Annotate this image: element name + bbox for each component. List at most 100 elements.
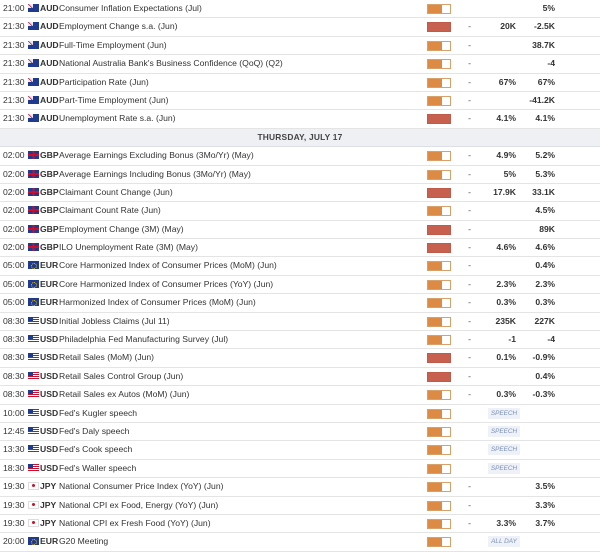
previous-value: -0.9% xyxy=(532,352,555,363)
currency-code: AUD xyxy=(40,76,59,87)
event-name[interactable]: Consumer Inflation Expectations (Jul) xyxy=(59,3,202,13)
event-row[interactable]: 08:30 USD Retail Sales Control Group (Jun)… xyxy=(0,368,600,387)
event-row[interactable]: 05:00 EUR Harmonized Index of Consumer Pri… xyxy=(0,294,600,313)
event-name[interactable]: Core Harmonized Index of Consumer Prices… xyxy=(59,278,274,289)
event-name[interactable]: G20 Meeting xyxy=(59,536,109,547)
previous-value: 3.5% xyxy=(535,481,555,492)
event-name[interactable]: Retail Sales Control Group (Jun) xyxy=(59,370,184,381)
impact-medium-icon xyxy=(427,316,451,327)
event-name[interactable]: Part-Time Employment (Jun) xyxy=(59,94,169,105)
us-flag-icon xyxy=(28,426,39,435)
event-name[interactable]: Fed's Kugler speech xyxy=(59,407,138,418)
event-row[interactable]: 08:30 USD Initial Jobless Claims (Jul 11) -… xyxy=(0,313,600,332)
impact-medium-icon xyxy=(427,261,451,272)
event-row[interactable]: 02:00 GBP Average Earnings Excluding Bonus… xyxy=(0,147,600,166)
actual-value: - xyxy=(468,186,471,197)
currency-code: AUD xyxy=(40,21,59,32)
previous-value: 2.3% xyxy=(535,278,555,289)
event-name[interactable]: Claimant Count Change (Jun) xyxy=(59,186,173,197)
currency-code: USD xyxy=(40,407,59,418)
impact-bar-fill xyxy=(428,152,442,161)
impact-bar-fill xyxy=(428,207,442,216)
forecast-value: 4.6% xyxy=(496,242,516,253)
currency-code: AUD xyxy=(40,113,59,124)
event-row[interactable]: 05:00 EUR Core Harmonized Index of Consume… xyxy=(0,276,600,295)
event-row[interactable]: 02:00 GBP ILO Unemployment Rate (3M) (May)… xyxy=(0,239,600,258)
japan-flag-icon xyxy=(28,500,39,509)
event-row[interactable]: 02:00 GBP Employment Change (3M) (May) - 89K xyxy=(0,221,600,240)
currency-code: USD xyxy=(40,425,59,436)
event-row[interactable]: 21:00 AUD Consumer Inflation Expectations … xyxy=(0,0,600,19)
event-name[interactable]: Fed's Daly speech xyxy=(59,425,130,436)
event-name[interactable]: Retail Sales ex Autos (MoM) (Jun) xyxy=(59,389,190,400)
event-row[interactable]: 21:30 AUD National Australia Bank's Busine… xyxy=(0,55,600,74)
event-name[interactable]: National CPI ex Fresh Food (YoY) (Jun) xyxy=(59,517,211,528)
event-name[interactable]: Harmonized Index of Consumer Prices (MoM… xyxy=(59,297,256,308)
event-time: 21:30 xyxy=(3,113,25,124)
event-time: 18:30 xyxy=(3,462,25,473)
event-name[interactable]: Participation Rate (Jun) xyxy=(59,76,149,87)
event-time: 21:00 xyxy=(3,3,25,13)
event-row[interactable]: 19:30 JPY National CPI ex Food, Energy (Yo… xyxy=(0,497,600,515)
event-name[interactable]: Fed's Waller speech xyxy=(59,462,137,473)
event-row[interactable]: 21:30 AUD Employment Change s.a. (Jun) - 20K… xyxy=(0,18,600,37)
impact-bar-fill xyxy=(428,60,442,69)
event-name[interactable]: National CPI ex Food, Energy (YoY) (Jun) xyxy=(59,499,219,510)
impact-bar-fill xyxy=(428,409,442,418)
actual-value: - xyxy=(468,205,471,216)
event-row[interactable]: 10:00 USD Fed's Kugler speech SPEECH xyxy=(0,405,600,423)
actual-value: - xyxy=(468,21,471,32)
event-row[interactable]: 21:30 AUD Part-Time Employment (Jun) - -41.2… xyxy=(0,92,600,111)
event-tag: SPEECH xyxy=(485,423,523,440)
event-row[interactable]: 19:30 JPY National Consumer Price Index (Y… xyxy=(0,478,600,497)
event-row[interactable]: 02:00 GBP Claimant Count Change (Jun) - 17.9… xyxy=(0,184,600,203)
event-row[interactable]: 08:30 USD Retail Sales (MoM) (Jun) - 0.1% -0.… xyxy=(0,349,600,368)
impact-bar-fill xyxy=(428,501,442,510)
event-row[interactable]: 21:30 AUD Participation Rate (Jun) - 67% 67% xyxy=(0,74,600,92)
event-name[interactable]: Claimant Count Rate (Jun) xyxy=(59,205,161,216)
actual-value: - xyxy=(468,297,471,308)
event-time: 13:30 xyxy=(3,444,25,455)
event-name[interactable]: ILO Unemployment Rate (3M) (May) xyxy=(59,242,198,253)
event-time: 21:30 xyxy=(3,39,25,50)
event-name[interactable]: Average Earnings Including Bonus (3Mo/Yr… xyxy=(59,168,251,179)
actual-value: - xyxy=(468,352,471,363)
event-row[interactable]: 20:00 EUR G20 Meeting ALL DAY xyxy=(0,533,600,552)
event-row[interactable]: 12:45 USD Fed's Daly speech SPEECH xyxy=(0,423,600,442)
day-header: THURSDAY, JULY 17 xyxy=(0,128,600,148)
forecast-value: 235K xyxy=(495,315,516,326)
event-name[interactable]: Unemployment Rate s.a. (Jun) xyxy=(59,113,176,124)
event-row[interactable]: 21:30 AUD Full-Time Employment (Jun) - 38.7K xyxy=(0,37,600,56)
event-name[interactable]: Full-Time Employment (Jun) xyxy=(59,39,167,50)
currency-code: USD xyxy=(40,315,59,326)
event-row[interactable]: 18:30 USD Fed's Waller speech SPEECH xyxy=(0,460,600,479)
event-row[interactable]: 08:30 USD Philadelphia Fed Manufacturing S… xyxy=(0,331,600,350)
event-name[interactable]: Core Harmonized Index of Consumer Prices… xyxy=(59,260,277,271)
event-name[interactable]: Retail Sales (MoM) (Jun) xyxy=(59,352,155,363)
events-thursday: 02:00 GBP Average Earnings Excluding Bonus… xyxy=(0,147,600,552)
event-row[interactable]: 21:30 AUD Unemployment Rate s.a. (Jun) - 4.1… xyxy=(0,110,600,129)
event-name[interactable]: Philadelphia Fed Manufacturing Survey (J… xyxy=(59,334,229,345)
impact-high-icon xyxy=(427,353,451,364)
event-row[interactable]: 02:00 GBP Average Earnings Including Bonus… xyxy=(0,166,600,184)
event-time: 20:00 xyxy=(3,536,25,547)
event-time: 02:00 xyxy=(3,150,25,161)
previous-value: 67% xyxy=(537,76,555,87)
event-name[interactable]: Initial Jobless Claims (Jul 11) xyxy=(59,315,170,326)
event-row[interactable]: 13:30 USD Fed's Cook speech SPEECH xyxy=(0,441,600,460)
actual-value: - xyxy=(468,94,471,105)
event-row[interactable]: 19:30 JPY National CPI ex Fresh Food (YoY)… xyxy=(0,515,600,534)
event-name[interactable]: Average Earnings Excluding Bonus (3Mo/Yr… xyxy=(59,150,254,161)
impact-bar-fill xyxy=(428,299,442,308)
event-name[interactable]: Employment Change (3M) (May) xyxy=(59,223,184,234)
event-name[interactable]: National Consumer Price Index (YoY) (Jun… xyxy=(59,481,224,492)
event-name[interactable]: Fed's Cook speech xyxy=(59,444,133,455)
event-row[interactable]: 05:00 EUR Core Harmonized Index of Consume… xyxy=(0,257,600,276)
event-name[interactable]: Employment Change s.a. (Jun) xyxy=(59,21,178,32)
currency-code: GBP xyxy=(40,223,59,234)
actual-value: - xyxy=(468,39,471,50)
event-row[interactable]: 08:30 USD Retail Sales ex Autos (MoM) (Jun… xyxy=(0,386,600,405)
impact-medium-icon xyxy=(427,500,451,511)
event-row[interactable]: 02:00 GBP Claimant Count Rate (Jun) - 4.5% xyxy=(0,202,600,221)
event-name[interactable]: National Australia Bank's Business Confi… xyxy=(59,58,283,69)
